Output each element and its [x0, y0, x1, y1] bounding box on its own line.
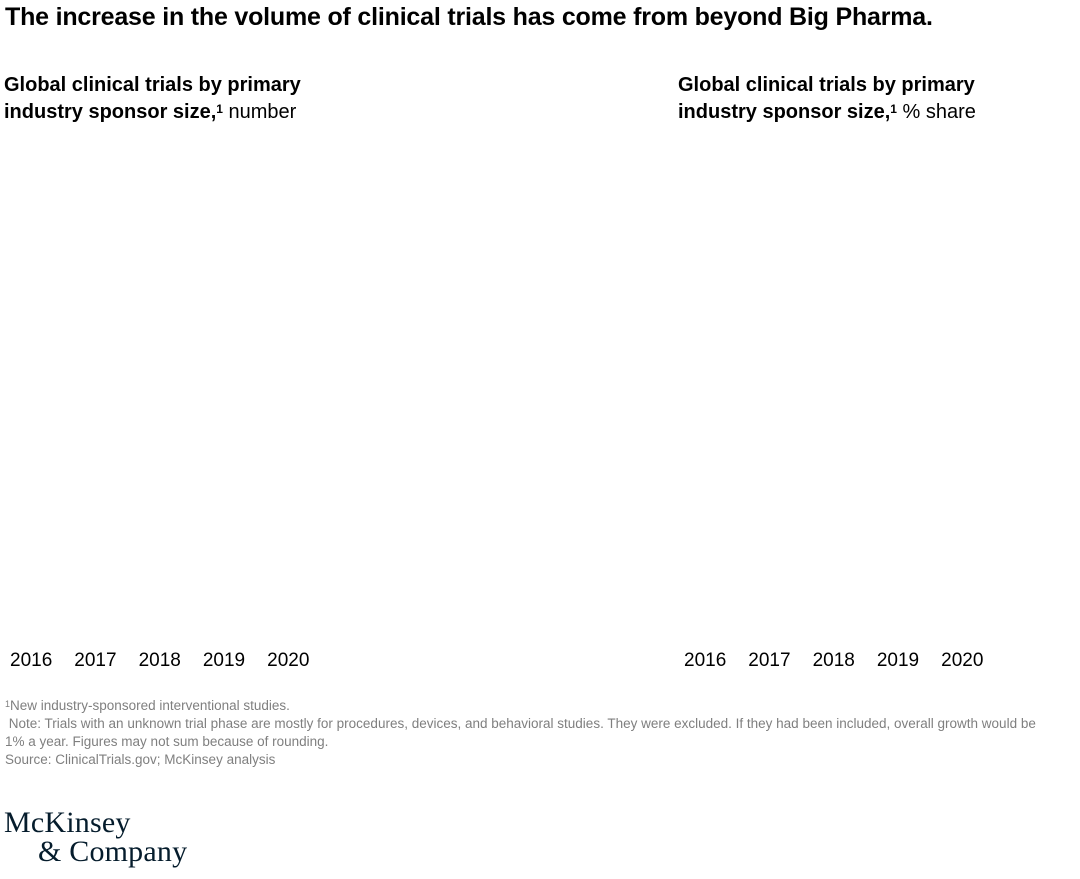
year-label: 2019 — [202, 650, 246, 671]
year-label: 2020 — [941, 650, 984, 671]
x-axis-number: 2016 2017 2018 2019 2020 — [10, 650, 309, 672]
chart-title-number-unit: number — [222, 101, 297, 123]
mckinsey-logo: McKinsey & Company — [4, 806, 188, 868]
footnote-1-marker: 1 — [5, 698, 11, 709]
x-axis-share: 2016 2017 2018 2019 2020 — [684, 650, 983, 672]
year-label: 2016 — [10, 650, 53, 671]
year-label: 2018 — [812, 650, 855, 671]
chart-title-share-unit: % share — [896, 101, 976, 123]
year-label: 2020 — [267, 650, 310, 671]
logo-line-2: & Company — [38, 835, 188, 868]
chart-title-number: Global clinical trials by primary indust… — [4, 72, 369, 126]
footnote-marker-1: 1 — [890, 101, 897, 116]
chart-title-share-bold: Global clinical trials by primary indust… — [678, 74, 975, 123]
year-label: 2016 — [684, 650, 727, 671]
year-label: 2018 — [138, 650, 181, 671]
footnotes: 1New industry-sponsored interventional s… — [5, 697, 1045, 769]
footnote-source: Source: ClinicalTrials.gov; McKinsey ana… — [5, 752, 276, 767]
plot-area-number — [4, 145, 534, 640]
footnote-1: 1New industry-sponsored interventional s… — [5, 697, 1045, 715]
logo-line-1: McKinsey — [4, 806, 131, 839]
year-label: 2017 — [74, 650, 117, 671]
page-title: The increase in the volume of clinical t… — [5, 3, 933, 31]
footnote-1-text: New industry-sponsored interventional st… — [10, 698, 290, 713]
chart-title-share: Global clinical trials by primary indust… — [678, 72, 1043, 126]
year-label: 2017 — [748, 650, 791, 671]
footnote-note: Note: Trials with an unknown trial phase… — [5, 716, 1040, 749]
plot-area-share — [678, 145, 1074, 640]
year-label: 2019 — [876, 650, 920, 671]
footnote-marker-1: 1 — [216, 101, 223, 116]
chart-title-number-bold: Global clinical trials by primary indust… — [4, 74, 301, 123]
